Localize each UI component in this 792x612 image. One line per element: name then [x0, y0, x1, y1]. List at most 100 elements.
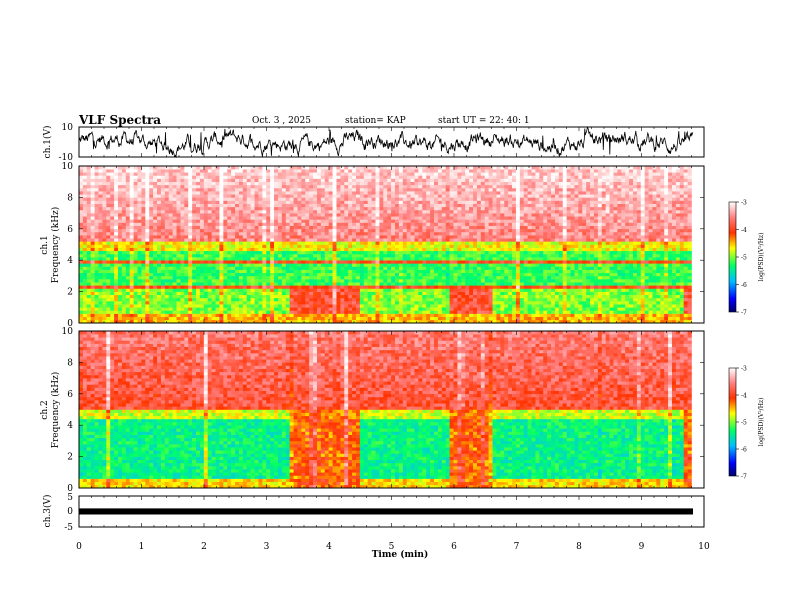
spectrogram-cell — [250, 257, 255, 261]
spectrogram-cell — [180, 266, 185, 270]
spectrogram-cell — [449, 187, 454, 192]
spectrogram-cell — [157, 272, 162, 277]
spectrogram-cell — [344, 213, 349, 217]
spectrogram-cell — [180, 197, 185, 201]
spectrogram-cell — [199, 304, 205, 308]
spectrogram-cell — [316, 194, 322, 198]
spectrogram-cell — [313, 187, 318, 192]
spectrogram-cell — [398, 187, 404, 192]
spectrogram-cell — [188, 294, 193, 299]
spectrogram-cell — [196, 181, 201, 186]
spectrogram-cell — [379, 187, 384, 192]
spectrogram-cell — [121, 307, 127, 311]
spectrogram-cell — [414, 169, 419, 173]
spectrogram-cell — [188, 216, 193, 220]
spectrogram-cell — [355, 269, 361, 274]
spectrogram-cell — [133, 222, 138, 226]
spectrogram-cell — [110, 275, 115, 280]
spectrogram-cell — [149, 313, 154, 318]
spectrogram-cell — [242, 206, 248, 211]
spectrogram-cell — [129, 228, 134, 233]
spectrogram-cell — [297, 266, 302, 270]
spectrogram-cell — [391, 203, 396, 208]
spectrogram-cell — [426, 200, 431, 204]
spectrogram-cell — [258, 247, 263, 252]
spectrogram-cell — [453, 203, 458, 208]
spectrogram-cell — [90, 206, 95, 211]
spectrogram-cell — [164, 250, 170, 255]
spectrogram-cell — [180, 297, 185, 302]
spectrogram-cell — [106, 231, 111, 236]
spectrogram-cell — [297, 304, 302, 308]
spectrogram-cell — [118, 266, 123, 270]
spectrogram-cell — [402, 247, 408, 252]
spectrogram-cell — [235, 304, 240, 308]
spectrogram-cell — [414, 231, 419, 236]
spectrogram-cell — [348, 257, 353, 261]
spectrogram-cell — [348, 213, 353, 217]
spectrogram-cell — [344, 175, 349, 179]
spectrogram-cell — [219, 263, 224, 267]
spectrogram-cell — [363, 304, 368, 308]
spectrogram-cell — [445, 175, 450, 179]
spectrogram-cell — [352, 288, 357, 292]
spectrogram-cell — [418, 257, 423, 261]
spectrogram-cell — [106, 285, 111, 289]
spectrogram-cell — [184, 187, 189, 192]
spectrogram-cell — [266, 213, 271, 217]
spectrogram-cell — [359, 228, 365, 233]
spectrogram-cell — [114, 187, 119, 192]
spectrogram-cell — [235, 184, 240, 189]
spectrogram-cell — [313, 288, 318, 292]
spectrogram-cell — [363, 313, 368, 318]
spectrogram-cell — [242, 181, 248, 186]
spectrogram-cell — [82, 213, 88, 217]
spectrogram-cell — [106, 304, 111, 308]
spectrogram-cell — [430, 304, 435, 308]
spectrogram-cell — [180, 257, 185, 261]
spectrogram-cell — [274, 285, 279, 289]
spectrogram-cell — [383, 235, 388, 239]
spectrogram-cell — [196, 175, 201, 179]
spectrogram-cell — [363, 169, 368, 173]
spectrogram-cell — [254, 244, 259, 248]
spectrogram-cell — [219, 260, 224, 264]
spectrogram-cell — [219, 297, 224, 302]
spectrogram-cell — [160, 279, 166, 283]
spectrogram-cell — [141, 206, 146, 211]
spectrogram-cell — [402, 301, 408, 305]
spectrogram-cell — [137, 288, 142, 292]
spectrogram-cell — [141, 275, 146, 280]
spectrogram-cell — [289, 260, 294, 264]
spectrogram-cell — [172, 200, 177, 204]
spectrogram-cell — [285, 313, 290, 318]
spectrogram-cell — [172, 319, 177, 324]
spectrogram-cell — [231, 279, 236, 283]
spectrogram-cell — [359, 269, 365, 274]
spectrogram-cell — [157, 184, 162, 189]
panel-ch1-waveform: 10 -10 ch.1(V) — [42, 123, 705, 163]
spectrogram-cell — [86, 178, 91, 182]
spectrogram-cell — [121, 313, 127, 318]
spectrogram-cell — [316, 313, 322, 318]
spectrogram-cell — [141, 169, 146, 173]
spectrogram-cell — [277, 266, 283, 270]
spectrogram-cell — [86, 228, 91, 233]
spectrogram-cell — [430, 250, 435, 255]
spectrogram-cell — [414, 200, 419, 204]
spectrogram-cell — [157, 219, 162, 223]
spectrogram-cell — [125, 213, 131, 217]
spectrogram-cell — [441, 181, 447, 186]
spectrogram-cell — [180, 250, 185, 255]
spectrogram-cell — [293, 269, 298, 274]
spectrogram-cell — [445, 235, 450, 239]
spectrogram-cell — [305, 275, 310, 280]
spectrogram-cell — [215, 231, 220, 236]
spectrogram-cell — [110, 209, 115, 214]
spectrogram-cell — [418, 282, 423, 286]
spectrogram-cell — [114, 313, 119, 318]
spectrogram-cell — [387, 269, 392, 274]
spectrogram-cell — [106, 241, 111, 245]
spectrogram-cell — [402, 253, 408, 258]
spectrogram-cell — [289, 304, 294, 308]
